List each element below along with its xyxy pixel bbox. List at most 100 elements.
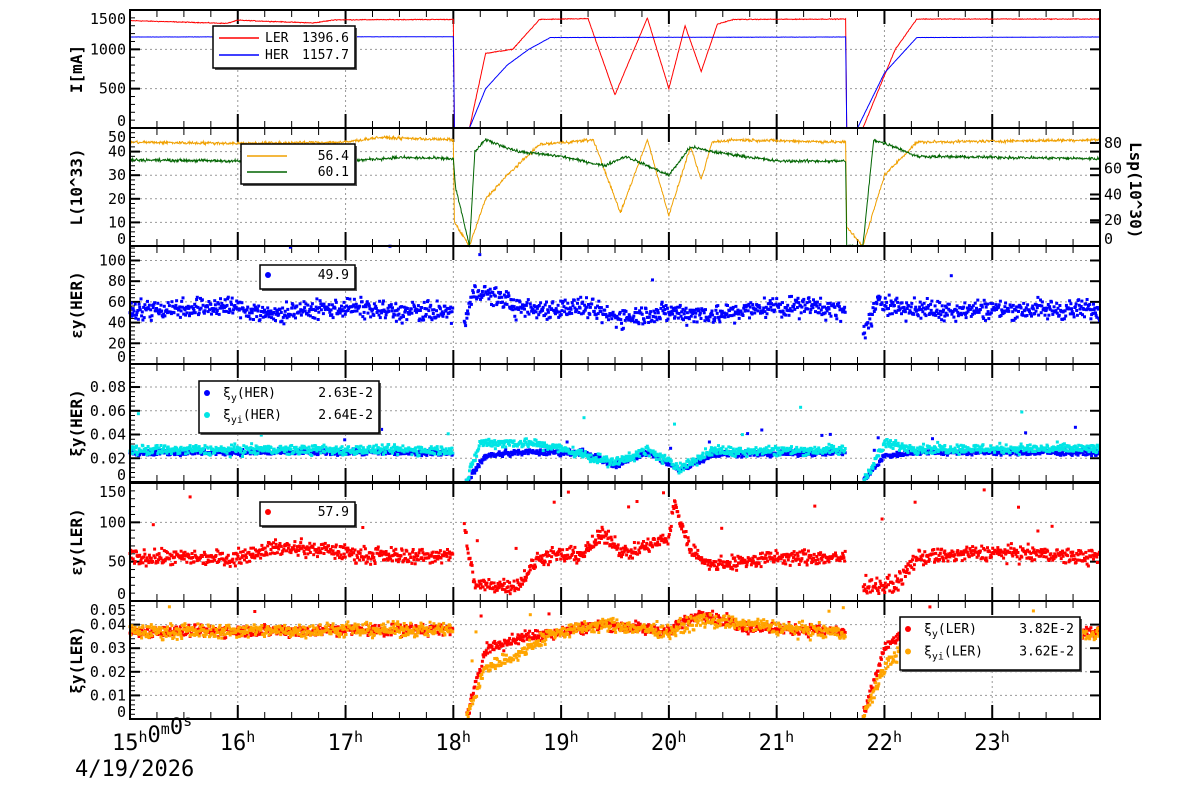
- data-point: [701, 451, 705, 455]
- data-point: [919, 316, 923, 320]
- data-line: [130, 134, 1101, 247]
- y-tick-label: 0: [117, 466, 126, 484]
- y-tick-label: 50: [108, 128, 126, 146]
- data-point: [450, 446, 454, 450]
- data-point: [347, 445, 351, 449]
- data-point: [285, 316, 289, 320]
- data-point: [709, 311, 713, 315]
- data-point: [500, 295, 504, 299]
- data-point: [997, 303, 1001, 307]
- data-point: [526, 310, 530, 314]
- legend-box: [240, 143, 356, 185]
- data-point: [755, 453, 759, 457]
- data-point: [596, 452, 600, 456]
- data-point: [938, 444, 942, 448]
- data-point: [230, 302, 233, 306]
- data-point: [1047, 313, 1051, 317]
- data-point: [513, 307, 517, 311]
- data-point: [330, 303, 334, 307]
- data-point: [654, 458, 658, 461]
- data-point: [138, 305, 142, 309]
- data-point: [161, 315, 165, 319]
- data-point: [713, 446, 717, 450]
- data-point: [718, 320, 722, 324]
- data-point: [510, 304, 514, 308]
- data-point: [715, 452, 719, 456]
- data-point: [294, 445, 298, 449]
- data-point: [909, 310, 912, 314]
- data-point: [980, 303, 984, 307]
- data-point: [1008, 451, 1012, 454]
- data-point: [721, 445, 725, 449]
- data-point: [518, 300, 522, 304]
- data-point: [545, 317, 549, 321]
- data-point: [1075, 446, 1079, 450]
- data-point: [551, 449, 555, 453]
- data-point: [788, 446, 792, 450]
- data-point: [802, 450, 806, 453]
- data-point: [291, 303, 295, 307]
- data-point: [775, 454, 779, 458]
- data-point: [900, 312, 903, 316]
- data-point: [344, 452, 348, 456]
- data-point: [557, 310, 561, 314]
- data-point: [767, 444, 771, 448]
- data-point: [1017, 448, 1020, 452]
- data-point: [678, 303, 682, 307]
- data-point: [312, 448, 316, 452]
- data-point: [668, 313, 672, 317]
- data-point: [669, 446, 673, 450]
- data-point: [221, 452, 225, 456]
- data-point: [361, 446, 365, 450]
- data-point: [1095, 450, 1099, 454]
- data-point: [193, 452, 197, 456]
- data-point: [792, 305, 795, 309]
- data-point: [657, 454, 661, 458]
- data-point: [393, 309, 397, 313]
- data-point: [980, 305, 984, 309]
- data-point: [806, 307, 810, 311]
- data-point: [264, 310, 268, 314]
- data-point: [1057, 313, 1061, 317]
- data-point: [204, 451, 208, 455]
- data-point: [1077, 303, 1081, 307]
- data-point: [169, 449, 173, 453]
- data-point: [274, 312, 278, 316]
- data-point: [579, 312, 583, 316]
- data-point: [676, 316, 680, 320]
- data-point: [279, 311, 283, 314]
- data-point: [248, 317, 252, 321]
- data-point: [614, 464, 618, 468]
- data-point: [372, 444, 376, 448]
- data-point: [872, 448, 876, 452]
- legend-value: 56.4: [318, 149, 349, 164]
- data-point: [956, 314, 960, 318]
- data-point: [541, 449, 545, 453]
- data-point: [1069, 302, 1073, 306]
- data-point: [157, 312, 161, 316]
- data-point: [307, 450, 310, 454]
- data-point: [1094, 311, 1097, 315]
- data-point: [535, 444, 539, 448]
- data-point: [563, 298, 567, 302]
- data-point: [660, 454, 664, 458]
- data-point: [501, 445, 504, 449]
- data-point: [914, 448, 918, 452]
- data-point: [243, 310, 247, 314]
- data-point: [338, 307, 341, 311]
- data-point: [1028, 443, 1032, 447]
- data-point: [391, 451, 394, 455]
- data-point: [175, 446, 179, 450]
- data-point: [395, 445, 399, 449]
- data-point: [813, 300, 817, 304]
- data-point: [480, 440, 484, 444]
- data-point: [480, 295, 484, 299]
- data-point: [873, 466, 877, 470]
- data-point: [548, 452, 552, 456]
- data-point: [1027, 308, 1031, 312]
- data-point: [985, 312, 989, 316]
- data-point: [685, 323, 689, 327]
- data-point: [929, 302, 933, 306]
- data-point: [315, 449, 319, 453]
